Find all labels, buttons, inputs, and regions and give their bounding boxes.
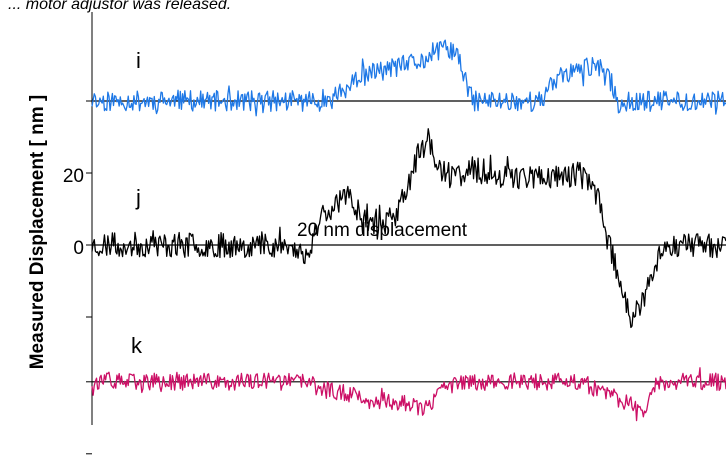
series-group [91,39,726,422]
series-label-j: j [135,185,141,210]
series-line-k [91,367,726,422]
y-axis-label: Measured Displacement [ nm ] [27,95,48,370]
series-line-j [91,128,726,329]
series-label-k: k [131,333,143,358]
y-tick-label-20: 20 [63,166,84,187]
series-label-i: i [136,48,141,73]
y-axis-ticks [86,100,92,455]
header-fragment-text: ... motor adjustor was released. [8,0,231,13]
y-tick-label-0: 0 [73,238,84,259]
annotation-20nm-displacement: 20 nm displacement [297,220,468,241]
series-line-i [91,39,726,117]
